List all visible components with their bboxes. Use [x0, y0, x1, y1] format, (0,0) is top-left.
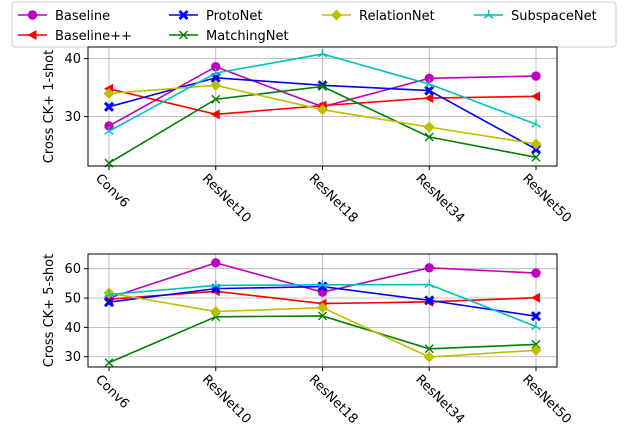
x-tick-label: ResNet50 — [519, 372, 574, 427]
legend-marker — [27, 10, 38, 20]
legend: Baseline ProtoNet RelationNet SubspaceNet Ba… — [11, 1, 617, 48]
x-tick-label: ResNet18 — [306, 171, 361, 226]
panel-5shot: 30 40 50 60 Conv6 ResNet10 ResNet18 ResNet34 Res… — [42, 253, 574, 427]
x-tick-label: Conv6 — [92, 171, 132, 211]
y-axis-label: Cross CK+ 5-shot — [42, 254, 57, 367]
data-point — [318, 81, 327, 91]
data-point — [104, 289, 114, 299]
data-point — [318, 311, 327, 321]
y-tick-label: 50 — [64, 292, 81, 307]
legend-marker — [178, 9, 189, 21]
data-point — [211, 94, 221, 104]
legend-label: Baseline — [55, 9, 110, 24]
y-tick-label: 60 — [64, 262, 81, 277]
x-tick-label: Conv6 — [92, 372, 132, 412]
x-tick-label: ResNet18 — [306, 372, 361, 427]
data-point — [424, 79, 435, 88]
x-tick-label: ResNet34 — [412, 171, 467, 226]
data-point — [317, 104, 328, 116]
data-point — [531, 292, 540, 303]
data-point — [531, 321, 541, 331]
data-point — [211, 258, 221, 268]
data-point — [103, 87, 115, 99]
data-point — [531, 152, 541, 162]
data-point — [104, 358, 114, 368]
data-point — [531, 119, 541, 128]
data-point — [423, 121, 435, 133]
data-point — [210, 68, 221, 77]
data-point — [424, 85, 435, 96]
legend-label: SubspaceNet — [511, 9, 597, 24]
y-tick-label: 40 — [64, 52, 81, 67]
data-point — [530, 344, 542, 356]
legend-label: Baseline++ — [55, 29, 132, 44]
x-tick-label: ResNet10 — [199, 171, 254, 226]
data-point — [530, 138, 542, 150]
data-point — [424, 279, 435, 289]
legend-marker — [331, 9, 342, 21]
data-point — [103, 297, 115, 308]
data-point — [103, 101, 115, 112]
data-point — [210, 306, 222, 318]
y-tick-label: 30 — [64, 350, 81, 365]
legend-label: ProtoNet — [206, 9, 263, 24]
y-tick-label: 40 — [64, 321, 81, 336]
data-point — [424, 263, 434, 273]
data-point — [531, 339, 541, 349]
legend-label: RelationNet — [359, 9, 435, 24]
legend-marker — [27, 30, 37, 40]
data-point — [531, 71, 541, 81]
y-axis-label: Cross CK+ 1-shot — [42, 50, 57, 163]
legend-marker — [483, 10, 494, 19]
data-point — [424, 344, 434, 354]
data-point — [423, 351, 435, 363]
data-point — [210, 79, 222, 91]
data-point — [424, 295, 435, 306]
legend-label: MatchingNet — [206, 29, 289, 44]
data-point — [317, 48, 328, 58]
x-tick-label: ResNet10 — [199, 372, 254, 427]
data-point — [424, 93, 434, 104]
data-point — [531, 268, 541, 278]
panel-1shot: 30 40 Conv6 ResNet10 ResNet18 ResNet34 ResNet5… — [42, 46, 574, 226]
data-point — [424, 132, 434, 142]
data-point — [104, 126, 114, 135]
y-tick-label: 30 — [64, 110, 81, 125]
x-tick-label: ResNet34 — [412, 372, 467, 427]
data-point — [531, 91, 540, 102]
data-point — [210, 109, 220, 120]
legend-marker — [179, 30, 188, 40]
data-point — [317, 302, 328, 314]
data-point — [210, 280, 221, 289]
data-point — [317, 281, 328, 292]
data-point — [530, 311, 542, 322]
data-point — [317, 279, 328, 289]
x-tick-label: ResNet50 — [519, 171, 574, 226]
